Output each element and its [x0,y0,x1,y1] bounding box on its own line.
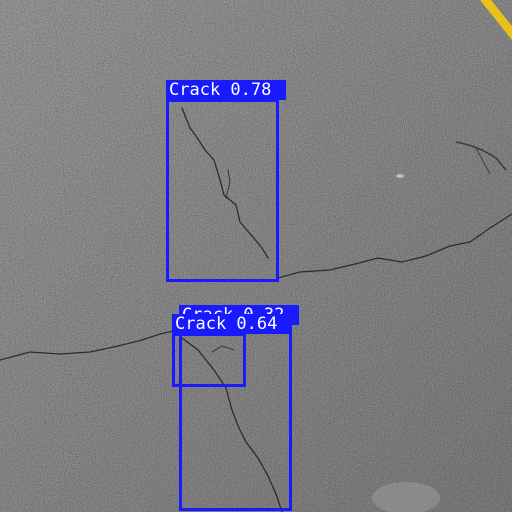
debris-spot [396,174,404,178]
bounding-box [166,99,279,282]
crack-lines [0,107,512,512]
twig-branch [475,147,491,175]
twig [455,141,507,171]
detection-label: Crack 0.78 [166,80,286,100]
surface-patch [372,482,440,512]
detection-label: Crack 0.64 [172,314,292,334]
yellow-lane-line [480,0,512,40]
bounding-box [172,333,246,387]
